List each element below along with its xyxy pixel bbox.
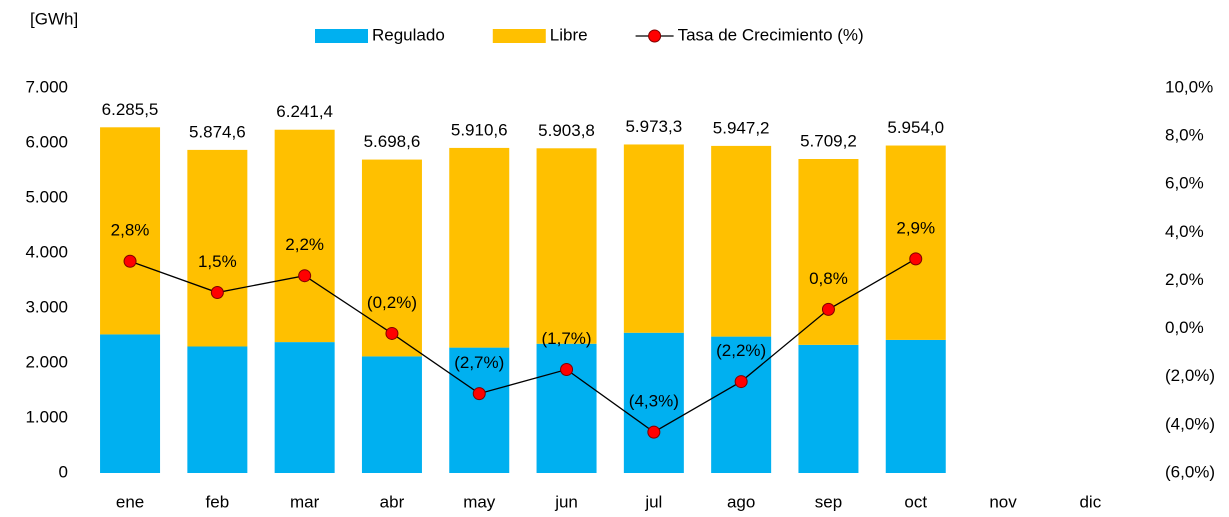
total-label: 5.698,6: [364, 132, 421, 151]
line-marker: [472, 387, 486, 401]
line-marker: [821, 302, 835, 316]
bar-segment: [100, 334, 161, 473]
legend-label: Tasa de Crecimiento (%): [678, 25, 864, 44]
y2-tick-label: (4,0%): [1165, 414, 1215, 433]
line-marker: [560, 363, 574, 377]
total-label: 5.910,6: [451, 120, 508, 139]
bar-segment: [885, 145, 946, 340]
line-value-label: 2,9%: [896, 218, 935, 237]
line-value-label: (0,2%): [367, 293, 417, 312]
bar-segment: [711, 145, 772, 337]
bar-segment: [100, 127, 161, 335]
bar-segment: [798, 158, 859, 345]
y2-tick-label: 0,0%: [1165, 318, 1204, 337]
bar-segment: [361, 356, 422, 473]
legend-swatch: [315, 29, 368, 43]
line-marker: [385, 326, 399, 340]
y2-tick-label: 10,0%: [1165, 77, 1213, 96]
legend-marker: [648, 29, 662, 43]
y2-tick-label: 4,0%: [1165, 222, 1204, 241]
total-label: 6.285,5: [102, 100, 159, 119]
x-tick-label: may: [463, 492, 496, 511]
y-tick-label: 3.000: [25, 297, 68, 316]
y-tick-label: 1.000: [25, 407, 68, 426]
x-tick-label: dic: [1079, 492, 1101, 511]
line-value-label: (2,2%): [716, 341, 766, 360]
total-label: 5.954,0: [887, 118, 944, 137]
x-tick-label: abr: [380, 492, 405, 511]
y-tick-label: 2.000: [25, 352, 68, 371]
bar-segment: [449, 147, 510, 348]
legend-label: Libre: [550, 25, 588, 44]
y2-tick-label: 8,0%: [1165, 126, 1204, 145]
line-value-label: (4,3%): [629, 392, 679, 411]
bar-segment: [274, 129, 335, 343]
unit-label: [GWh]: [30, 9, 78, 28]
total-label: 5.903,8: [538, 121, 595, 140]
bar-segment: [623, 332, 684, 473]
line-value-label: 2,2%: [285, 235, 324, 254]
bar-segment: [798, 344, 859, 473]
total-label: 5.874,6: [189, 122, 246, 141]
x-tick-label: ago: [727, 492, 755, 511]
line-value-label: 2,8%: [111, 221, 150, 240]
line-value-label: (2,7%): [454, 353, 504, 372]
total-label: 5.947,2: [713, 118, 770, 137]
bar-segment: [885, 339, 946, 473]
line-value-label: 1,5%: [198, 252, 237, 271]
bar-segment: [449, 347, 510, 473]
line-marker: [909, 252, 923, 266]
y-tick-label: 5.000: [25, 187, 68, 206]
line-value-label: 0,8%: [809, 269, 848, 288]
x-tick-label: oct: [904, 492, 927, 511]
x-tick-label: mar: [290, 492, 320, 511]
y2-tick-label: (6,0%): [1165, 462, 1215, 481]
bar-segment: [361, 159, 422, 357]
growth-line: [129, 258, 917, 433]
y-tick-label: 4.000: [25, 242, 68, 261]
total-label: 5.709,2: [800, 131, 857, 150]
bar-segment: [623, 144, 684, 333]
legend-label: Regulado: [372, 25, 445, 44]
legend-swatch: [492, 29, 546, 43]
y2-tick-label: 2,0%: [1165, 270, 1204, 289]
line-marker: [123, 254, 137, 268]
y-tick-label: 7.000: [25, 77, 68, 96]
bar-segment: [536, 148, 597, 344]
line-marker: [210, 286, 224, 300]
y2-tick-label: 6,0%: [1165, 174, 1204, 193]
x-tick-label: ene: [116, 492, 144, 511]
bar-segment: [187, 149, 248, 347]
x-tick-label: nov: [989, 492, 1017, 511]
total-label: 5.973,3: [625, 117, 682, 136]
line-value-label: (1,7%): [542, 329, 592, 348]
line-marker: [647, 425, 661, 439]
line-marker: [298, 269, 312, 283]
x-tick-label: jul: [644, 492, 662, 511]
x-tick-label: feb: [206, 492, 230, 511]
x-tick-label: jun: [554, 492, 578, 511]
y-tick-label: 0: [59, 462, 68, 481]
x-tick-label: sep: [815, 492, 842, 511]
bar-segment: [711, 336, 772, 473]
total-label: 6.241,4: [276, 102, 333, 121]
bar-segment: [274, 342, 335, 473]
y2-tick-label: (2,0%): [1165, 366, 1215, 385]
bar-segment: [187, 346, 248, 473]
line-marker: [734, 375, 748, 389]
y-tick-label: 6.000: [25, 132, 68, 151]
